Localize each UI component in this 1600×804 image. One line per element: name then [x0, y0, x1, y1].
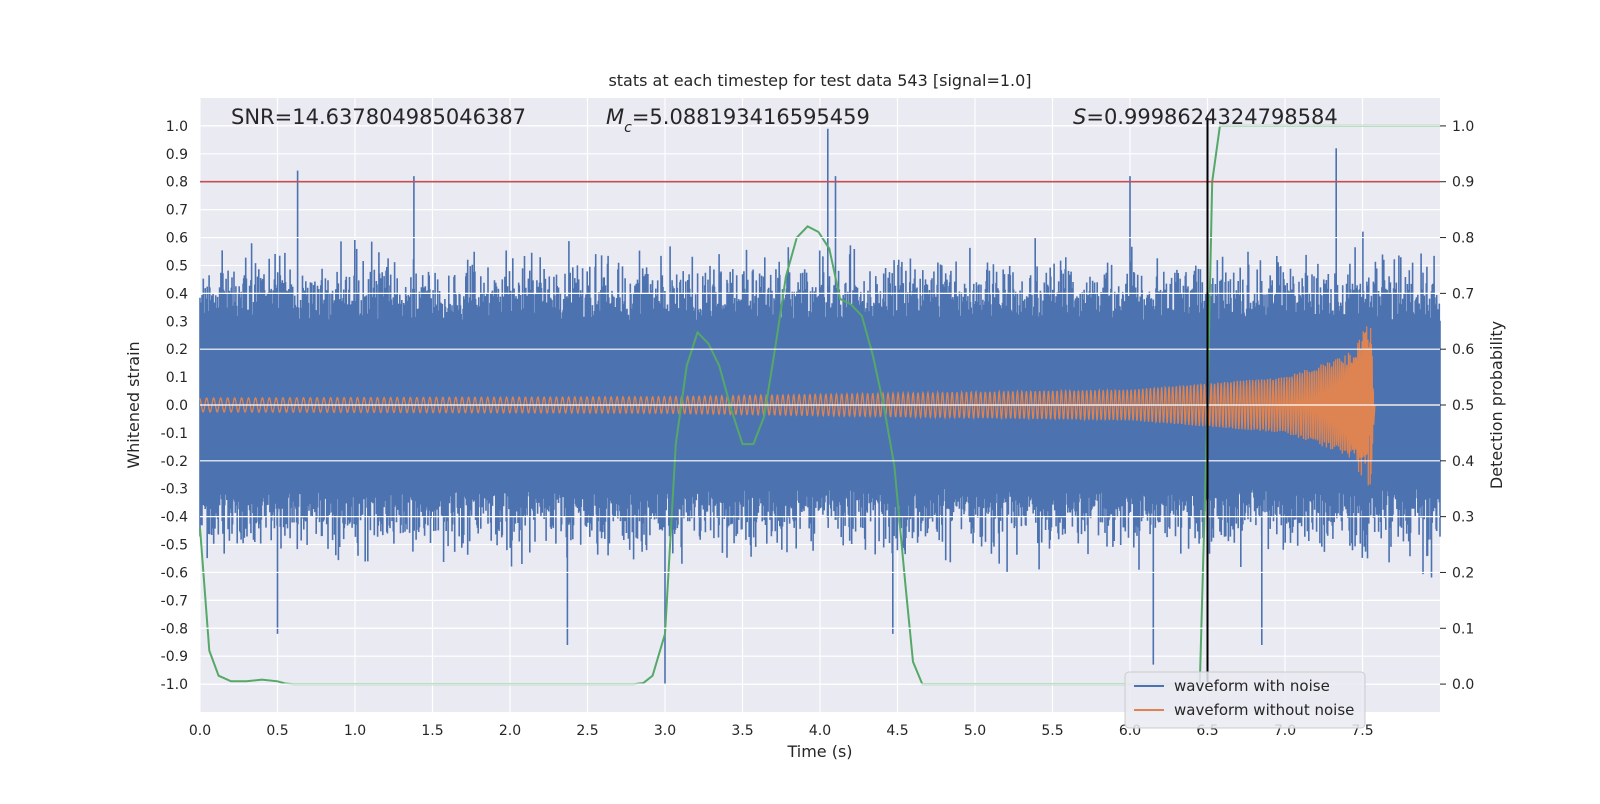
chirp-mass-value: =5.088193416595459 — [632, 105, 870, 129]
y-left-tick-label: 1.0 — [166, 119, 188, 135]
y-left-tick-label: 0.0 — [166, 398, 188, 414]
x-tick-label: 5.0 — [964, 723, 986, 739]
y-right-tick-label: 0.6 — [1452, 342, 1474, 358]
y-left-tick-label: 0.9 — [166, 147, 188, 163]
y-axis-right-title: Detection probability — [1487, 321, 1506, 489]
score-value: =0.9998624324798584 — [1086, 105, 1337, 129]
x-tick-label: 3.0 — [654, 723, 676, 739]
y-right-tick-label: 0.8 — [1452, 231, 1474, 247]
y-left-tick-label: -0.4 — [161, 510, 188, 526]
y-left-tick-label: -0.2 — [161, 454, 188, 470]
y-left-tick-label: 0.3 — [166, 314, 188, 330]
legend: waveform with noise waveform without noi… — [1124, 671, 1366, 729]
y-right-tick-label: 0.7 — [1452, 286, 1474, 302]
y-left-tick-label: 0.8 — [166, 175, 188, 191]
legend-label-waveform-with-noise: waveform with noise — [1174, 677, 1330, 695]
score-symbol: S — [1073, 105, 1086, 129]
y-right-tick-label: 0.2 — [1452, 565, 1474, 581]
x-tick-label: 4.0 — [809, 723, 831, 739]
y-left-tick-label: 0.6 — [166, 231, 188, 247]
y-left-tick-label: 0.2 — [166, 342, 188, 358]
x-tick-label: 0.0 — [189, 723, 211, 739]
x-tick-label: 3.5 — [731, 723, 753, 739]
x-tick-label: 2.5 — [576, 723, 598, 739]
y-left-tick-label: 0.5 — [166, 258, 188, 274]
legend-box — [1124, 671, 1366, 729]
chart-title: stats at each timestep for test data 543… — [608, 71, 1031, 90]
reference-lines — [200, 118, 1440, 685]
chirp-mass-subscript: c — [624, 120, 632, 136]
y-left-tick-label: -0.9 — [161, 649, 188, 665]
y-right-tick-label: 0.4 — [1452, 454, 1474, 470]
x-axis-title: Time (s) — [786, 742, 852, 761]
chirp-mass-annotation: Mc=5.088193416595459 — [606, 105, 870, 136]
x-tick-label: 1.5 — [421, 723, 443, 739]
x-tick-label: 2.0 — [499, 723, 521, 739]
y-left-tick-label: -0.1 — [161, 426, 188, 442]
snr-annotation: SNR=14.637804985046387 — [231, 105, 526, 129]
y-left-tick-label: -1.0 — [161, 677, 188, 693]
y-left-tick-label: -0.6 — [161, 565, 188, 581]
y-right-tick-label: 0.9 — [1452, 175, 1474, 191]
y-left-tick-label: -0.8 — [161, 621, 188, 637]
y-right-tick-label: 0.0 — [1452, 677, 1474, 693]
axes: 0.0 0.5 1.0 1.5 2.0 2.5 3.0 3.5 4.0 4.5 5.0 5.5 6.0 6… — [161, 119, 1475, 739]
y-right-tick-label: 0.1 — [1452, 621, 1474, 637]
y-right-tick-label: 1.0 — [1452, 119, 1474, 135]
y-right-tick-label: 0.5 — [1452, 398, 1474, 414]
y-left-tick-label: 0.4 — [166, 286, 188, 302]
x-tick-label: 1.0 — [344, 723, 366, 739]
y-left-tick-label: -0.7 — [161, 593, 188, 609]
y-axis-left-title: Whitened strain — [124, 341, 143, 468]
x-tick-label: 5.5 — [1041, 723, 1063, 739]
y-right-tick-label: 0.3 — [1452, 510, 1474, 526]
chirp-mass-symbol: M — [606, 105, 624, 129]
y-left-tick-label: 0.1 — [166, 370, 188, 386]
y-left-tick-label: -0.3 — [161, 482, 188, 498]
y-left-tick-label: -0.5 — [161, 538, 188, 554]
legend-label-waveform-without-noise: waveform without noise — [1174, 701, 1354, 719]
x-tick-label: 4.5 — [886, 723, 908, 739]
score-annotation: S=0.9998624324798584 — [1073, 105, 1338, 129]
y-left-tick-label: 0.7 — [166, 203, 188, 219]
x-tick-label: 0.5 — [266, 723, 288, 739]
